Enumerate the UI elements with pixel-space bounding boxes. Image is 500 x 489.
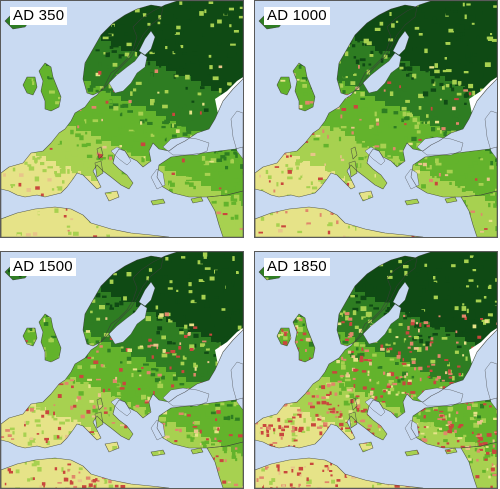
panel-label: AD 350 <box>10 7 68 25</box>
map-panel-ad-1000: AD 1000 <box>254 0 498 238</box>
map-panel-ad-350: AD 350 <box>0 0 244 238</box>
panel-label: AD 1000 <box>264 7 330 25</box>
panel-label: AD 1850 <box>264 258 330 276</box>
panel-label: AD 1500 <box>10 258 76 276</box>
europe-land-cover-map-icon <box>255 1 497 237</box>
map-panel-ad-1850: AD 1850 <box>254 251 498 489</box>
map-panel-ad-1500: AD 1500 <box>0 251 244 489</box>
europe-land-cover-map-icon <box>1 1 243 237</box>
europe-land-cover-map-icon <box>255 252 497 488</box>
europe-land-cover-map-icon <box>1 252 243 488</box>
